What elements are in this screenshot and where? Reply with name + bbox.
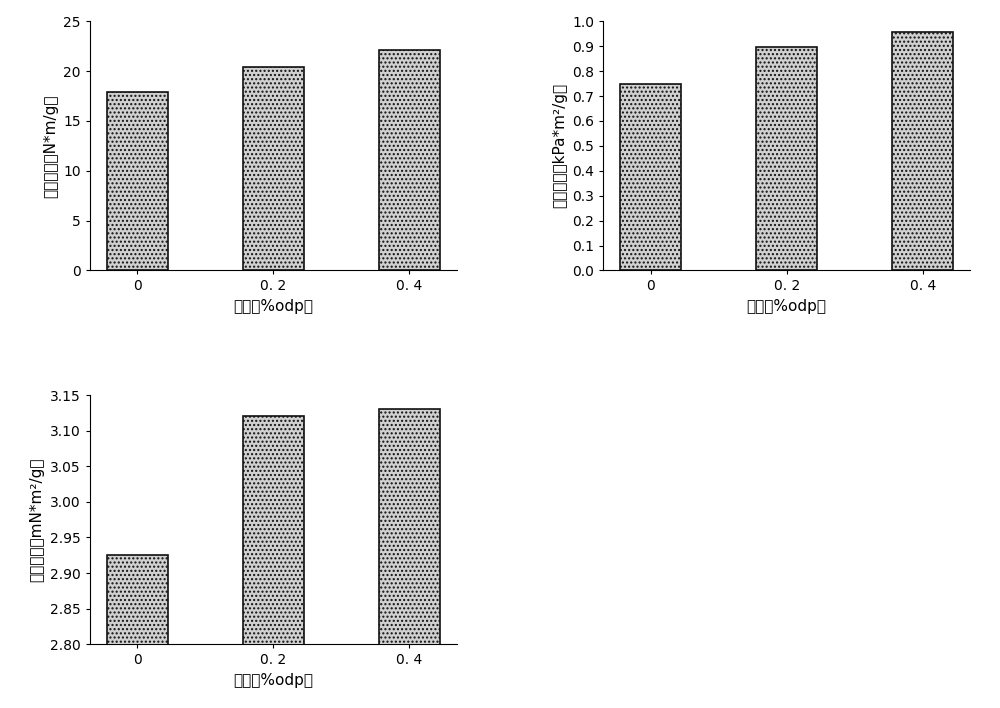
Bar [107,555,168,708]
Bar [620,84,681,270]
Y-axis label: 撑裂指数（mN*m²/g）: 撑裂指数（mN*m²/g） [30,457,45,582]
Bar [107,92,168,270]
X-axis label: 用量（%odp）: 用量（%odp） [747,299,827,314]
Y-axis label: 抗张指数（N*m/g）: 抗张指数（N*m/g） [43,94,58,198]
X-axis label: 用量（%odp）: 用量（%odp） [233,673,313,688]
Bar [756,47,817,270]
Y-axis label: 耐破指数（kPa*m²/g）: 耐破指数（kPa*m²/g） [552,84,567,208]
Bar [379,50,440,270]
X-axis label: 用量（%odp）: 用量（%odp） [233,299,313,314]
Bar [243,416,304,708]
Bar [379,409,440,708]
Bar [243,67,304,270]
Bar [892,33,953,270]
